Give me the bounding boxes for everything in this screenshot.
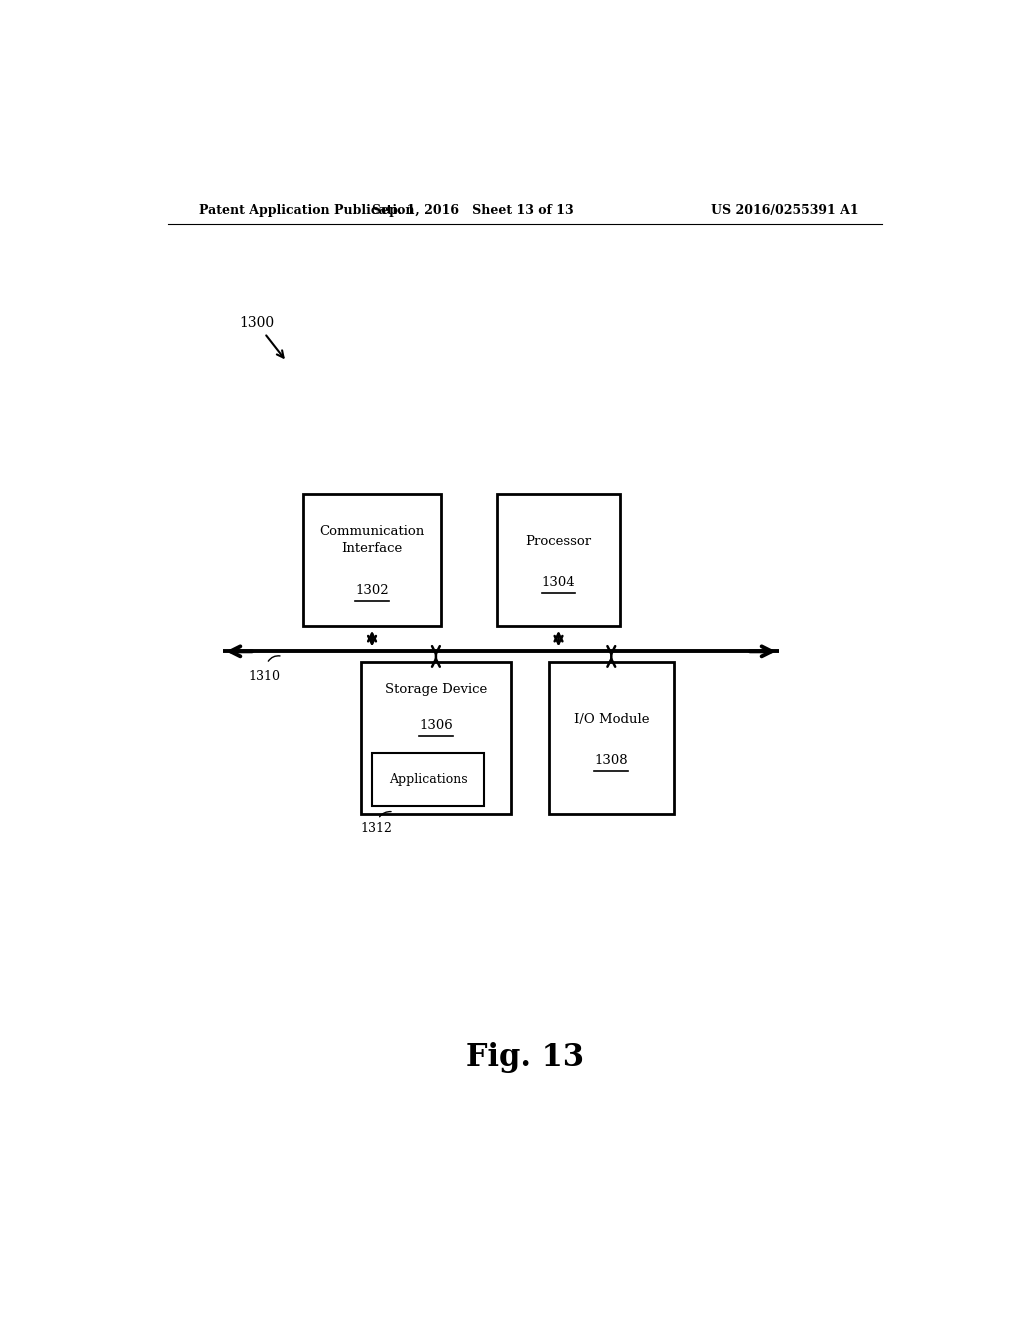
Bar <box>360 661 511 814</box>
Text: US 2016/0255391 A1: US 2016/0255391 A1 <box>712 205 859 216</box>
Text: Storage Device: Storage Device <box>385 684 487 697</box>
Bar <box>303 494 441 626</box>
Text: 1306: 1306 <box>419 719 453 733</box>
Text: I/O Module: I/O Module <box>573 713 649 726</box>
Text: 1302: 1302 <box>355 583 389 597</box>
Bar <box>497 494 621 626</box>
Text: 1304: 1304 <box>542 576 575 589</box>
Text: Processor: Processor <box>525 535 592 548</box>
Bar <box>373 752 483 805</box>
Text: 1300: 1300 <box>240 315 274 330</box>
Bar <box>549 661 674 814</box>
Text: 1310: 1310 <box>249 669 281 682</box>
Text: 1308: 1308 <box>595 754 628 767</box>
Text: Fig. 13: Fig. 13 <box>466 1043 584 1073</box>
Text: Applications: Applications <box>389 774 467 785</box>
Text: 1312: 1312 <box>360 822 392 836</box>
Text: Communication
Interface: Communication Interface <box>319 524 425 554</box>
Text: Sep. 1, 2016   Sheet 13 of 13: Sep. 1, 2016 Sheet 13 of 13 <box>373 205 574 216</box>
Text: Patent Application Publication: Patent Application Publication <box>200 205 415 216</box>
